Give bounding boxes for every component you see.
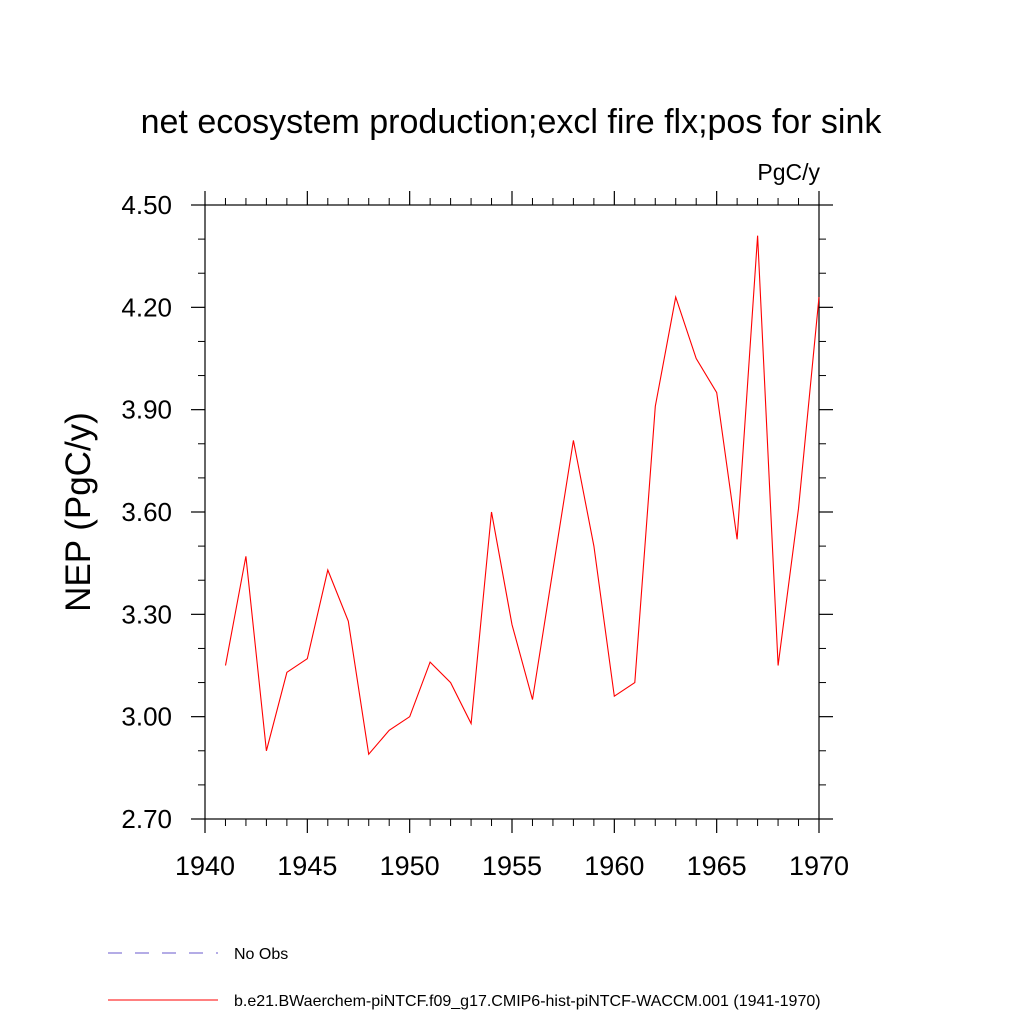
legend: No Obs b.e21.BWaerchem-piNTCF.f09_g17.CM… (108, 946, 821, 1010)
series-group (224, 235, 820, 756)
x-tick-label: 1965 (687, 851, 747, 881)
x-tick-label: 1960 (584, 851, 644, 881)
x-tick-label: 1970 (789, 851, 849, 881)
axis-ticks (191, 191, 833, 833)
y-tick-label: 3.90 (121, 395, 172, 425)
y-tick-label: 3.30 (121, 599, 172, 629)
series-line-0 (224, 235, 820, 756)
x-tick-label: 1945 (277, 851, 337, 881)
y-tick-label: 3.60 (121, 497, 172, 527)
y-tick-label: 3.00 (121, 702, 172, 732)
y-tick-label: 4.20 (121, 292, 172, 322)
x-tick-label: 1940 (175, 851, 235, 881)
legend-label-no-obs: No Obs (234, 946, 288, 963)
y-tick-label: 2.70 (121, 804, 172, 834)
x-tick-label: 1950 (380, 851, 440, 881)
y-tick-label: 4.50 (121, 190, 172, 220)
units-label: PgC/y (757, 159, 820, 185)
x-tick-label: 1955 (482, 851, 542, 881)
plot-frame (204, 204, 820, 820)
chart-title: net ecosystem production;excl fire flx;p… (141, 103, 883, 141)
legend-label-model: b.e21.BWaerchem-piNTCF.f09_g17.CMIP6-his… (234, 993, 821, 1010)
y-axis-label: NEP (PgC/y) (59, 412, 98, 612)
axis-tick-labels: 1940 1945 1950 1955 1960 1965 1970 2.70 3.00 3.30… (121, 190, 849, 881)
